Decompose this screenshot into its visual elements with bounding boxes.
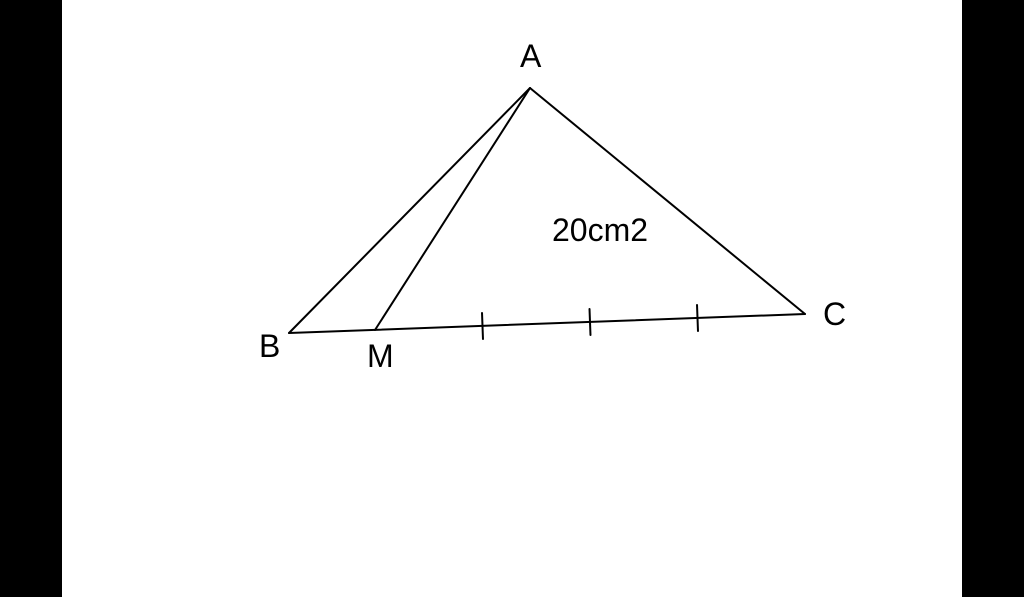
vertex-label-A: A: [520, 38, 541, 75]
drawing-canvas: A B M C 20cm2: [62, 0, 962, 597]
vertex-label-B: B: [259, 328, 280, 365]
vertex-label-C: C: [823, 296, 846, 333]
area-label: 20cm2: [552, 212, 648, 249]
vertex-label-M: M: [367, 338, 394, 375]
